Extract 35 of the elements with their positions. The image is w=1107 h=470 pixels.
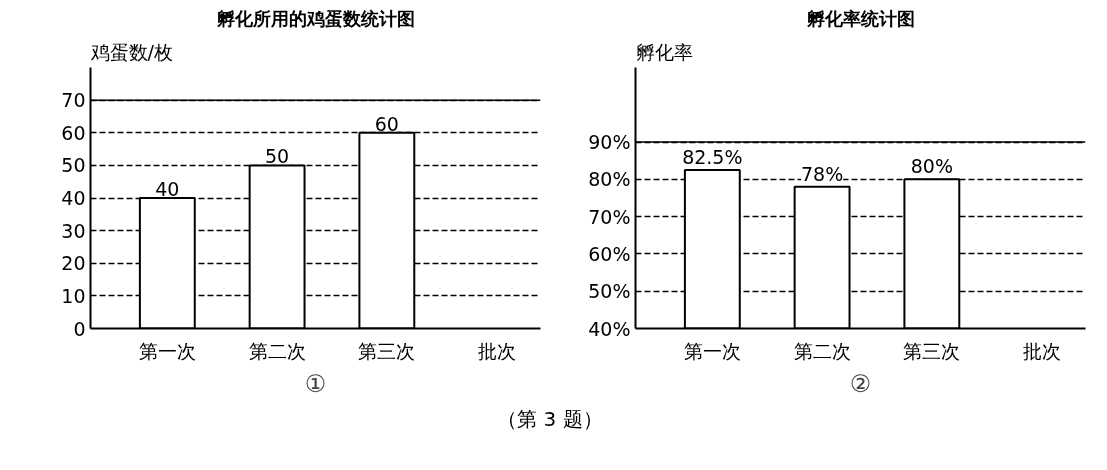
x-tick-label: 第三次	[903, 339, 961, 362]
x-axis-title: 批次	[477, 339, 516, 362]
y-tick-label: 50%	[588, 280, 631, 303]
y-tick-label: 70	[61, 89, 86, 112]
data-label: 40	[155, 178, 180, 200]
y-tick-label: 80%	[588, 168, 631, 191]
data-label: 78%	[800, 162, 844, 185]
data-label: 82.5%	[682, 146, 743, 169]
text: ②	[849, 369, 872, 398]
y-tick-label: 70%	[588, 205, 631, 228]
y-tick-label: 10	[61, 284, 86, 307]
y-tick-label: 0	[73, 317, 86, 340]
chart-title: 孵化所用的鸡蛋数统计图	[215, 7, 415, 29]
x-tick-label: 第一次	[683, 339, 741, 362]
y-tick-label: 60%	[588, 242, 631, 265]
x-tick-label: 第三次	[358, 339, 416, 362]
text: （第 3 题）	[497, 406, 603, 433]
y-tick-label: 60	[61, 121, 86, 144]
y-tick-label: 20	[61, 252, 86, 275]
y-tick-label: 90%	[588, 131, 631, 154]
y-axis-title: 鸡蛋数/枚	[89, 40, 173, 63]
x-tick-label: 第一次	[138, 339, 196, 362]
x-axis-title: 批次	[1022, 339, 1061, 362]
y-axis-title: 孵化率	[635, 40, 693, 63]
y-tick-label: 40	[61, 187, 86, 209]
y-tick-label: 30	[61, 219, 86, 242]
data-label: 50	[265, 145, 290, 168]
y-tick-label: 40%	[588, 317, 631, 340]
chart-title: 孵化率统计图	[805, 7, 915, 29]
x-tick-label: 第二次	[793, 339, 851, 362]
x-tick-label: 第二次	[248, 339, 306, 362]
text: ①	[304, 369, 327, 398]
data-label: 80%	[910, 155, 953, 178]
data-label: 60	[374, 112, 399, 135]
y-tick-label: 50	[61, 154, 86, 177]
